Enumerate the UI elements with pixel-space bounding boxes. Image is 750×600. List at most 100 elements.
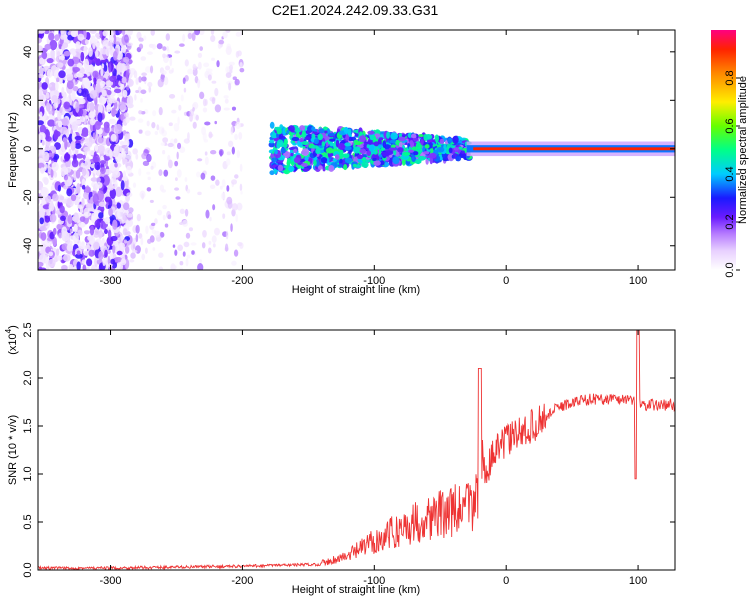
spectrogram-cell — [382, 140, 387, 148]
spectrogram-cell — [63, 101, 71, 110]
spectrogram-cell — [96, 164, 100, 171]
spectrogram-cell — [83, 45, 88, 56]
colorbar-gradient — [711, 30, 736, 270]
spectrogram-cell — [172, 244, 176, 248]
spectrogram-cell — [239, 67, 245, 73]
spectrogram-cell — [47, 119, 56, 127]
spectrogram-cell — [38, 37, 43, 44]
colorbar-tick-label: 0.0 — [724, 262, 736, 277]
spectrogram-cell — [41, 140, 45, 146]
spectrogram-cell — [110, 235, 118, 242]
spectrogram-cell — [195, 114, 199, 121]
spectrogram-cell — [47, 258, 56, 268]
spectrogram-cell — [192, 63, 197, 71]
spectrogram-cell — [72, 86, 79, 92]
spectrogram-cell — [337, 142, 346, 150]
spectrogram-cell — [458, 152, 467, 158]
spectrogram-cell — [210, 35, 216, 43]
spectrogram-cell — [124, 34, 129, 43]
spectrogram-cell — [314, 138, 319, 145]
spectrogram-cell — [49, 213, 57, 223]
spectrogram-cell — [140, 237, 144, 246]
spectrogram-cell — [81, 184, 86, 190]
spectrogram-cell — [362, 154, 368, 158]
spectrogram-cell — [132, 244, 136, 249]
spectrogram-cell — [167, 159, 173, 169]
spectrogram-cell — [235, 213, 238, 223]
spectrogram-cell — [389, 139, 396, 144]
spectrogram-cell — [69, 228, 73, 233]
spectrogram-cell — [61, 243, 69, 251]
spectrogram-cell — [125, 165, 132, 175]
spectrogram-cell — [38, 30, 46, 34]
spectrogram-cell — [114, 123, 123, 134]
spectrogram-cell — [132, 148, 138, 155]
spectrogram-cell — [99, 80, 106, 86]
spectrogram-cell — [420, 138, 424, 146]
spectrogram-cell — [112, 50, 118, 61]
spectrogram-cell — [152, 247, 156, 251]
spectrogram-cell — [140, 98, 143, 103]
spectrogram-cell — [113, 34, 117, 45]
spectrogram-cell — [213, 227, 220, 236]
spectrogram-cell — [158, 252, 164, 258]
spectrogram-cell — [174, 177, 178, 182]
spectrogram-cell — [170, 264, 177, 270]
spectrogram-cell — [197, 52, 203, 59]
spectrogram-cell — [286, 129, 290, 134]
spectrogram-cell — [146, 51, 153, 55]
spectrogram-cell — [68, 263, 74, 270]
spectrogram-cell — [151, 222, 156, 226]
spectrogram-cell — [89, 102, 95, 113]
spectrogram-cell — [319, 149, 325, 154]
spectrogram-cell — [162, 46, 167, 51]
spectrogram-cell — [397, 147, 404, 153]
spectrogram-cell — [63, 175, 69, 181]
spectrogram-cell — [104, 147, 112, 157]
spectrogram-cell — [39, 86, 43, 97]
spectrogram-cell — [40, 232, 47, 241]
spectrogram-cell — [104, 249, 108, 258]
spectrogram-cell — [178, 104, 182, 111]
spectrogram-cell — [173, 138, 178, 144]
spectrogram-cell — [343, 145, 352, 151]
spectrogram-cell — [171, 109, 177, 114]
spectrogram-cell — [86, 137, 94, 147]
snr-marks — [38, 330, 675, 570]
spectrogram-cell — [313, 160, 317, 166]
spectrogram-cell — [104, 216, 111, 225]
spectrogram-cell — [71, 132, 77, 143]
snr-xlabel: Height of straight line (km) — [292, 584, 420, 596]
spectrogram-cell — [361, 161, 369, 168]
colorbar-tick-label: 0.6 — [724, 118, 736, 133]
spectrogram-cell — [318, 128, 325, 134]
spectrogram-cell — [164, 223, 169, 228]
spectrogram-cell — [62, 254, 71, 262]
spectrogram-cell — [107, 229, 112, 239]
spectrogram-cell — [109, 188, 116, 200]
spectrogram-cell — [39, 66, 44, 77]
spectrogram-cell — [116, 62, 124, 73]
spectrogram-cell — [122, 212, 128, 221]
spectrogram-cell — [231, 203, 238, 211]
spectrogram-cell — [89, 117, 96, 126]
spectrogram-cell — [49, 39, 58, 51]
y-tick-label: 1.5 — [22, 418, 34, 433]
spectrogram-cell — [140, 89, 147, 95]
spectrogram-cell — [392, 156, 400, 165]
spectrogram-cell — [388, 147, 397, 151]
spectrogram-cell — [60, 35, 66, 40]
spectrogram-cell — [126, 218, 134, 228]
spectrogram-cell — [195, 171, 201, 178]
spectrogram-cell — [218, 148, 224, 156]
spectrogram-cell — [104, 229, 108, 235]
spectrogram-cell — [167, 154, 171, 162]
spectrogram-cell — [95, 49, 99, 58]
spectrogram-cell — [218, 39, 225, 45]
spectrogram-cell — [179, 261, 184, 266]
spectrogram-cell — [181, 219, 189, 227]
spectrogram-cell — [53, 239, 57, 247]
spectrogram-cell — [204, 121, 211, 126]
spectrogram-cell — [188, 227, 194, 232]
